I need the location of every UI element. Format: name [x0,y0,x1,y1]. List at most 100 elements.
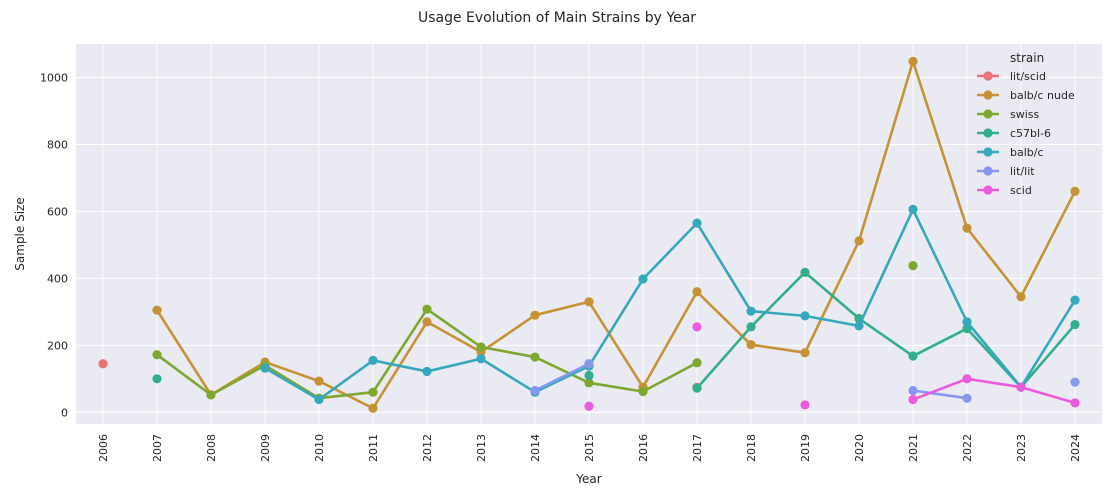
series-balb-c-nude [152,56,1080,413]
x-tick-label: 2014 [529,434,542,462]
chart-title: Usage Evolution of Main Strains by Year [418,10,696,26]
x-tick-label: 2019 [799,434,812,462]
data-point [152,374,162,384]
x-tick-labels: 2006 2007 2008 2009 2010 2011 2012 2013 2014 2015… [97,434,1082,462]
y-tick-label: 600 [47,205,68,218]
legend-label: balb/c [1010,146,1044,159]
legend-marker [983,147,993,157]
data-point [530,385,540,396]
legend-title: strain [1010,51,1044,65]
data-point [638,386,648,397]
x-tick-label: 2018 [745,434,758,462]
y-tick-label: 800 [47,138,68,151]
x-tick-label: 2020 [853,434,866,462]
x-tick-label: 2017 [691,434,704,462]
data-point [908,261,918,271]
x-tick-label: 2012 [421,434,434,462]
series-scid [584,322,1080,411]
grid [76,44,1102,424]
data-point [746,306,756,316]
data-point [962,317,972,327]
y-tick-label: 0 [61,406,68,419]
data-point [692,358,702,368]
x-tick-label: 2015 [583,434,596,462]
y-tick-label: 1000 [40,71,68,84]
x-tick-label: 2023 [1015,434,1028,462]
data-point [962,374,972,384]
y-tick-label: 200 [47,339,68,352]
data-point [908,56,918,67]
x-tick-label: 2009 [259,434,272,462]
data-point [530,352,540,362]
data-point [476,342,486,352]
data-point [530,310,540,320]
data-point [314,394,324,405]
data-point [422,366,432,377]
x-tick-label: 2007 [151,434,164,462]
data-point [638,274,648,284]
legend-marker [983,90,993,100]
data-point [206,390,216,400]
legend-label: c57bl-6 [1010,127,1051,140]
data-point [1070,319,1080,330]
x-tick-label: 2021 [907,434,920,462]
y-tick-label: 400 [47,272,68,285]
data-point [854,236,864,246]
data-point [476,354,486,364]
data-point [1016,382,1026,392]
data-point [422,304,432,314]
data-point [800,311,810,321]
data-point [962,223,972,233]
data-point [692,383,702,393]
legend-marker [983,166,993,176]
legend-item: c57bl-6 [977,127,1051,140]
series-line [533,362,591,392]
legend-item: lit/lit [977,165,1035,178]
data-point [584,370,594,381]
series-lit-lit [530,359,1080,403]
x-tick-label: 2006 [97,434,110,462]
legend: strain lit/scid balb/c nude swiss c57bl-6 ba… [977,51,1075,197]
data-point [962,393,972,403]
series-line [263,208,1077,401]
legend-label: balb/c nude [1010,89,1075,102]
data-point [1016,292,1026,302]
x-tick-label: 2011 [367,434,380,462]
data-point [422,317,432,327]
legend-item: lit/scid [977,70,1046,83]
series-line [155,60,1077,410]
data-point [746,322,756,332]
data-point [152,350,162,360]
data-point [584,378,594,388]
legend-item: balb/c nude [977,89,1075,102]
legend-marker [983,128,993,138]
data-point [368,387,378,397]
legend-label: swiss [1010,108,1040,121]
series-line [911,389,969,400]
x-tick-label: 2022 [961,434,974,462]
data-point [1070,186,1080,196]
data-point [854,321,864,331]
data-point [800,267,810,277]
legend-item: scid [977,184,1032,197]
data-point [1070,295,1080,305]
data-point [692,218,702,228]
data-point [584,297,594,307]
data-point [692,287,702,297]
x-tick-label: 2008 [205,434,218,462]
x-tick-label: 2010 [313,434,326,462]
data-point [152,305,162,315]
data-point [584,359,594,369]
legend-marker [983,109,993,119]
data-point [1070,377,1080,387]
data-point [746,340,756,350]
legend-item: balb/c [977,146,1044,159]
data-point [692,322,702,332]
series-balb-c [260,204,1080,405]
data-point [314,376,324,386]
legend-label: scid [1010,184,1032,197]
data-point [584,401,594,411]
data-point [908,204,918,214]
x-tick-label: 2013 [475,434,488,462]
